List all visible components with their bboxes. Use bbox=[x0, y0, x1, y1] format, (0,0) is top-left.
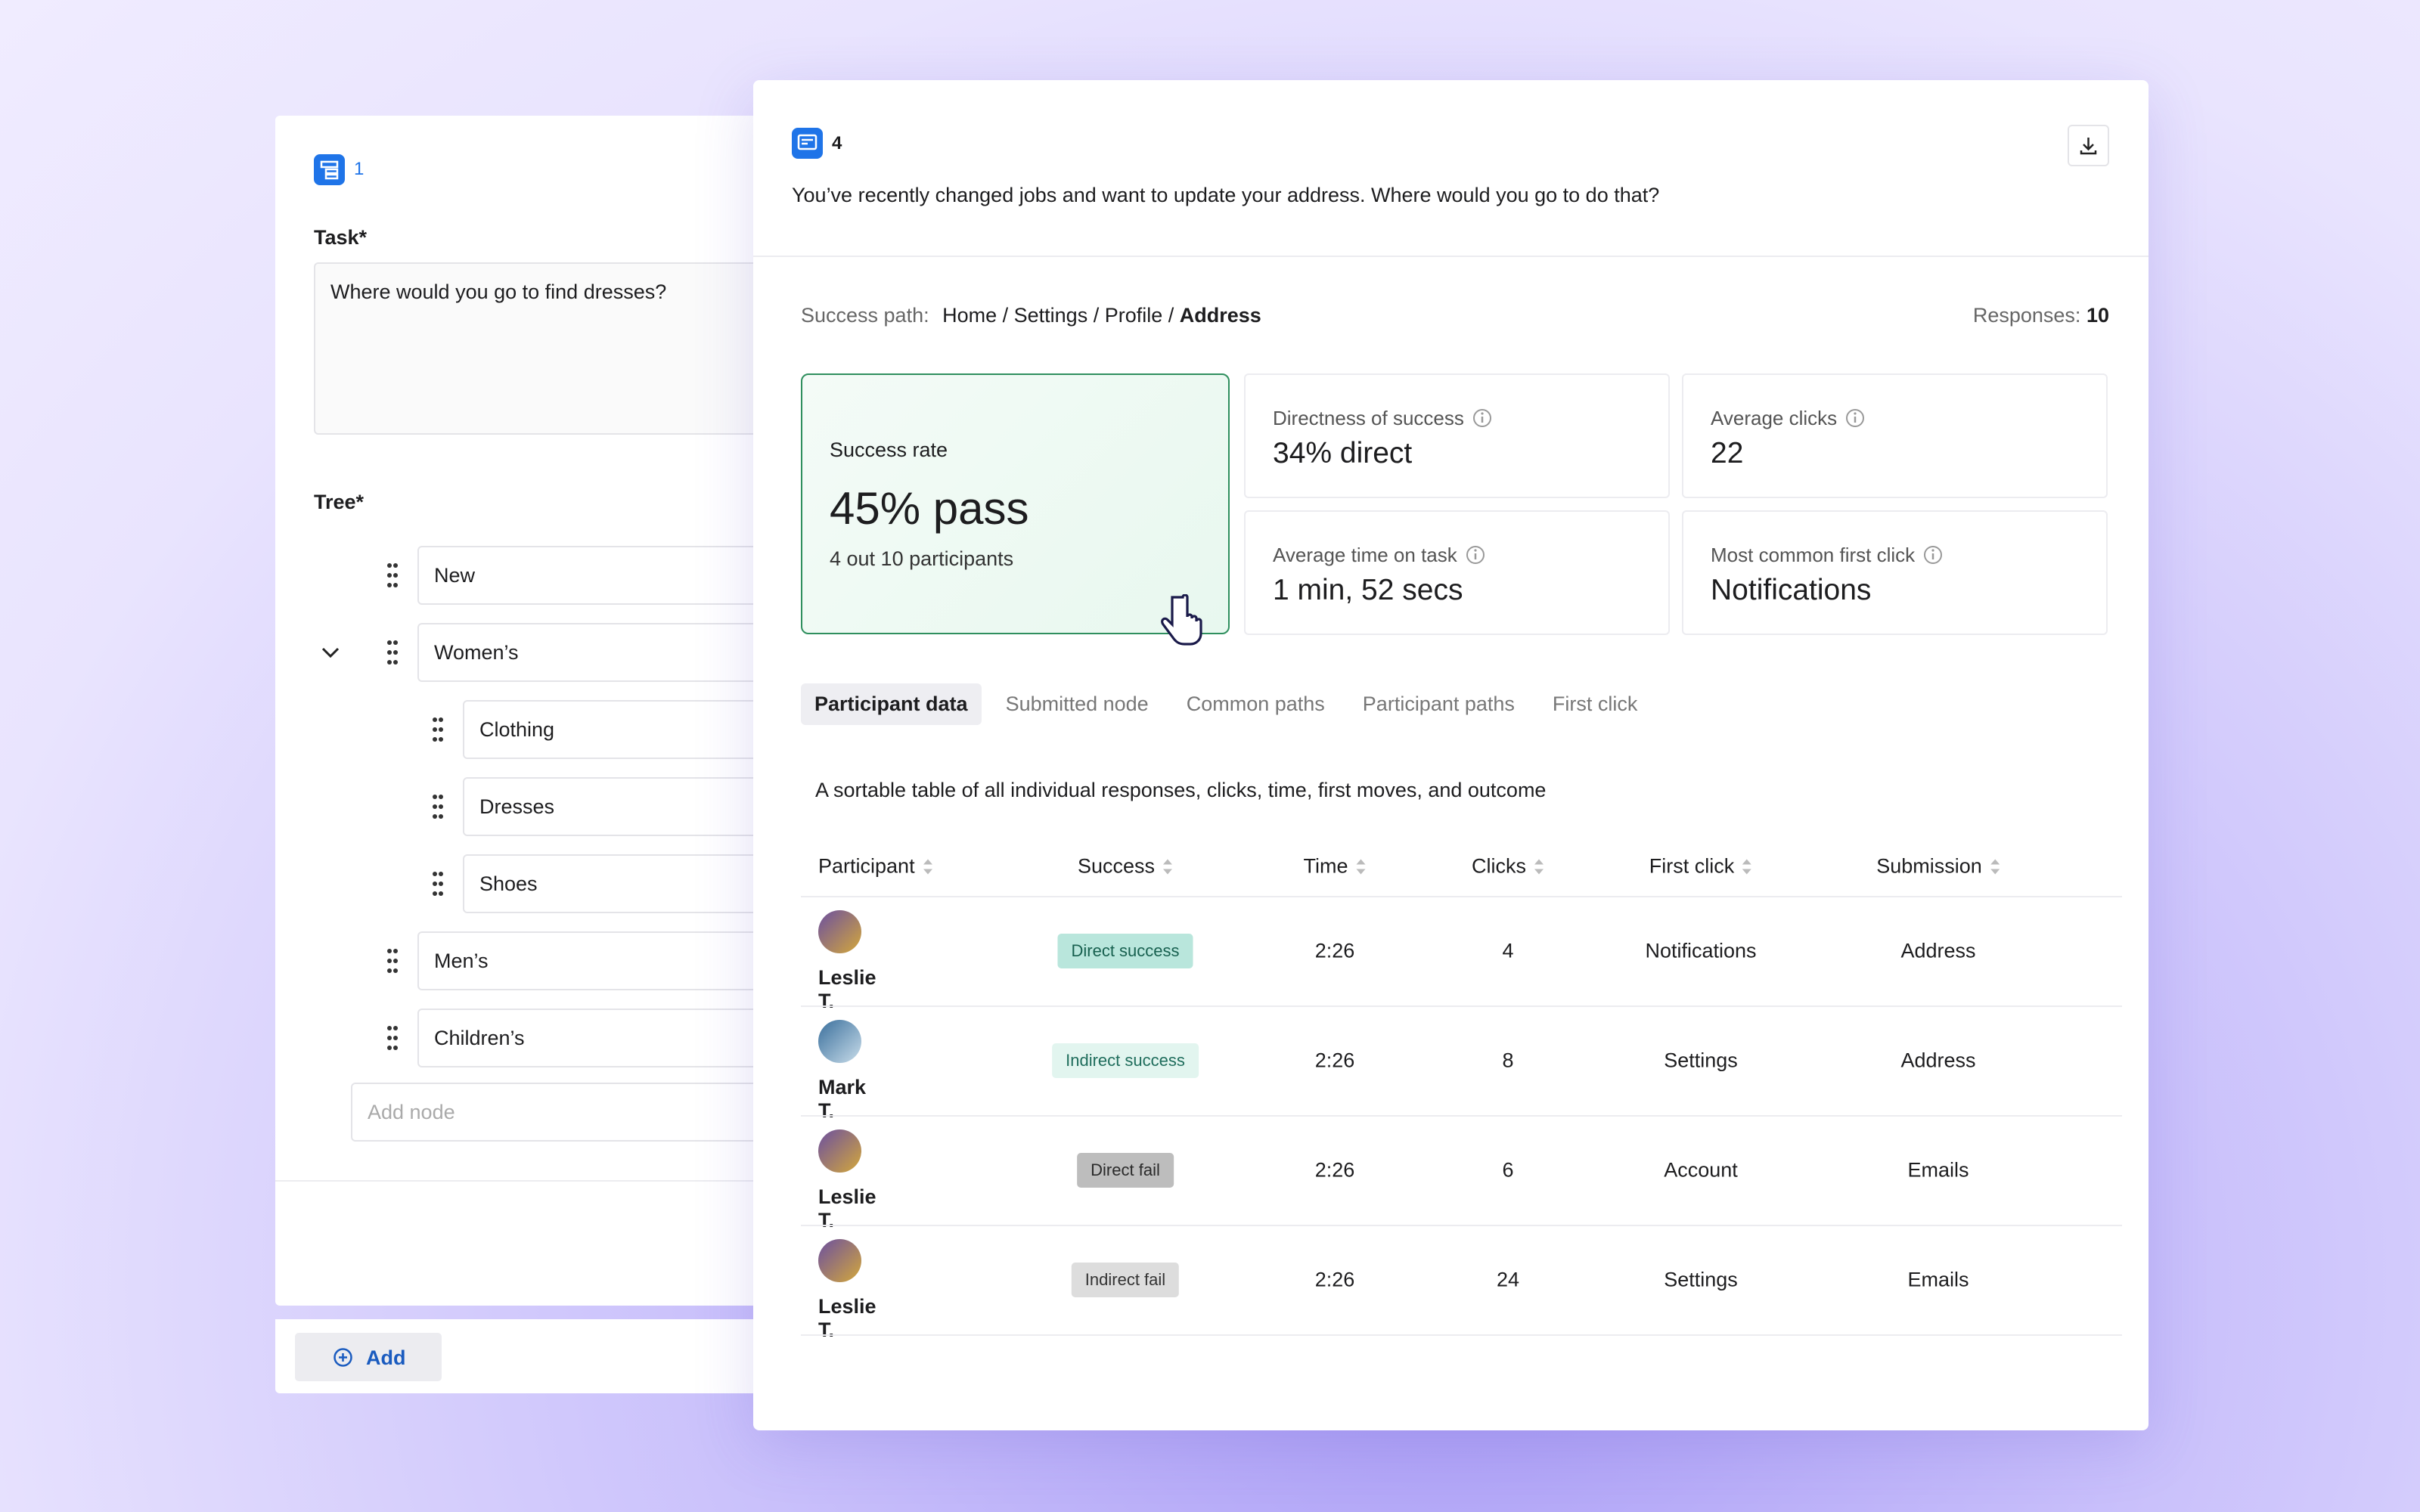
metric-label: Most common first click bbox=[1711, 544, 1944, 567]
table-cell: 2:26 bbox=[1314, 939, 1355, 962]
add-node-input[interactable]: Add node bbox=[351, 1083, 820, 1142]
tree-label: Tree* bbox=[314, 491, 365, 513]
table-description: A sortable table of all individual respo… bbox=[815, 779, 1547, 801]
row-divider bbox=[801, 896, 2122, 897]
column-header[interactable]: First click bbox=[1649, 855, 1752, 878]
drag-handle bbox=[387, 640, 398, 665]
column-header[interactable]: Submission bbox=[1876, 855, 2000, 878]
table-cell: Settings bbox=[1664, 1049, 1738, 1072]
table-cell: Settings bbox=[1664, 1268, 1738, 1291]
table-cell: 2:26 bbox=[1314, 1268, 1355, 1291]
task-text: Where would you go to find dresses? bbox=[330, 280, 667, 303]
table-cell: 4 bbox=[1502, 939, 1514, 962]
results-badge-icon bbox=[792, 128, 823, 159]
success-path-end: Address bbox=[1179, 304, 1261, 327]
table-cell: 6 bbox=[1502, 1158, 1514, 1182]
table-cell: Account bbox=[1664, 1158, 1738, 1182]
download-button[interactable] bbox=[2068, 125, 2109, 166]
participant-name: Mark T. bbox=[818, 1076, 867, 1122]
drag-handle bbox=[387, 1025, 398, 1051]
metric-card: Average time on task 1 min, 52 secs bbox=[1244, 510, 1670, 635]
add-bar: Add bbox=[275, 1319, 774, 1393]
table-cell: 2:26 bbox=[1314, 1049, 1355, 1072]
table-cell: 2:26 bbox=[1314, 1158, 1355, 1182]
metric-value: 1 min, 52 secs bbox=[1273, 574, 1463, 606]
question: You’ve recently changed jobs and want to… bbox=[792, 184, 1660, 206]
drag-handle bbox=[387, 562, 398, 588]
drag-handle bbox=[387, 948, 398, 974]
row-divider bbox=[801, 1005, 2122, 1007]
column-header[interactable]: Time bbox=[1304, 855, 1367, 878]
tab[interactable]: Submitted node bbox=[1005, 692, 1149, 715]
table-cell: Emails bbox=[1907, 1268, 1969, 1291]
metric-label: Average clicks bbox=[1711, 407, 1866, 430]
metric-value: 34% direct bbox=[1273, 437, 1413, 469]
metric-value: 45% pass bbox=[830, 483, 1029, 534]
drag-handle bbox=[433, 794, 443, 820]
tab[interactable]: Participant paths bbox=[1362, 692, 1515, 715]
success-path-label: Success path: bbox=[801, 304, 929, 327]
table-cell: Address bbox=[1900, 939, 1976, 962]
participant-name: Leslie T. bbox=[818, 1295, 876, 1341]
download-icon bbox=[2080, 138, 2097, 155]
metric-label: Directness of success bbox=[1273, 407, 1493, 430]
row-divider bbox=[801, 1225, 2122, 1226]
drag-handle bbox=[433, 717, 443, 742]
add-button-label: Add bbox=[366, 1346, 406, 1369]
metric-card: Directness of success 34% direct bbox=[1244, 373, 1670, 498]
table-cell: 8 bbox=[1502, 1049, 1514, 1072]
avatar bbox=[818, 1239, 861, 1282]
metric-value: 22 bbox=[1711, 437, 1744, 469]
table-cell: Emails bbox=[1907, 1158, 1969, 1182]
responses-label: Responses: bbox=[1972, 304, 2081, 327]
add-icon bbox=[334, 1348, 352, 1367]
success-path: Success path: Home / Settings / Profile … bbox=[801, 304, 1261, 327]
tabs: Participant data Submitted node Common pat… bbox=[801, 683, 1651, 725]
task-label: Task* bbox=[314, 226, 368, 249]
column-header[interactable]: Success bbox=[1078, 855, 1173, 878]
task-badge-icon bbox=[314, 154, 345, 185]
metric-note: 4 out 10 participants bbox=[830, 547, 1014, 570]
add-button[interactable]: Add bbox=[295, 1333, 442, 1381]
divider bbox=[753, 256, 2149, 257]
responses-count: 10 bbox=[2086, 304, 2109, 327]
task-number: 1 bbox=[354, 159, 365, 179]
icon bbox=[320, 160, 339, 180]
row-divider bbox=[801, 1115, 2122, 1117]
expand-chevron[interactable] bbox=[321, 643, 340, 665]
tab[interactable]: First click bbox=[1552, 692, 1638, 715]
status-badge: Indirect success bbox=[1052, 1043, 1199, 1078]
metric-label: Average time on task bbox=[1273, 544, 1486, 567]
drag-handle bbox=[433, 871, 443, 897]
metric-card: Most common first click Notifications bbox=[1682, 510, 2108, 635]
metric-value: Notifications bbox=[1711, 574, 1872, 606]
icon bbox=[797, 134, 818, 150]
table-cell: Address bbox=[1900, 1049, 1976, 1072]
avatar bbox=[818, 910, 861, 953]
table-cell: Notifications bbox=[1645, 939, 1757, 962]
cursor bbox=[1161, 594, 1202, 646]
status-badge: Direct success bbox=[1057, 934, 1193, 968]
metric-label: Success rate bbox=[830, 438, 948, 461]
avatar bbox=[818, 1020, 861, 1063]
column-header[interactable]: Participant bbox=[818, 855, 933, 878]
add-node-placeholder: Add node bbox=[368, 1101, 455, 1123]
success-path-prefix: Home / Settings / Profile / bbox=[942, 304, 1174, 327]
metric-card: Average clicks 22 bbox=[1682, 373, 2108, 498]
tab[interactable]: Participant data bbox=[801, 683, 982, 725]
responses: Responses: 10 bbox=[1973, 304, 2109, 327]
results-number: 4 bbox=[832, 133, 842, 153]
status-badge: Direct fail bbox=[1077, 1153, 1174, 1188]
table-cell: 24 bbox=[1496, 1268, 1520, 1291]
success-rate-card: Success rate 45% pass 4 out 10 participa… bbox=[801, 373, 1230, 634]
divider bbox=[275, 1180, 850, 1182]
results-panel: 4 You’ve recently changed jobs and want … bbox=[753, 80, 2149, 1430]
avatar bbox=[818, 1129, 861, 1173]
row-divider bbox=[801, 1334, 2122, 1336]
tab[interactable]: Common paths bbox=[1186, 692, 1325, 715]
status-badge: Indirect fail bbox=[1071, 1263, 1180, 1297]
column-header[interactable]: Clicks bbox=[1472, 855, 1544, 878]
